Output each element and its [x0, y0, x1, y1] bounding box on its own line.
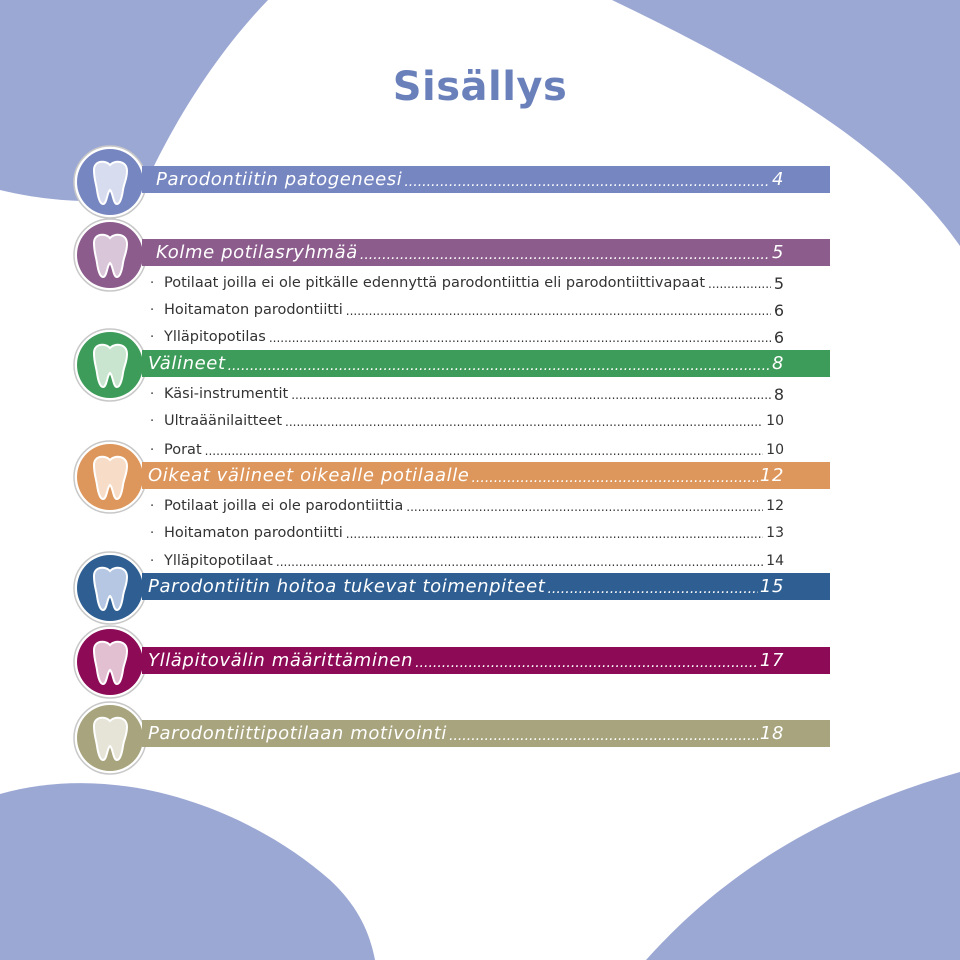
section-page-number: 15	[759, 576, 784, 597]
dot-leader: ........................................…	[708, 277, 771, 291]
dot-leader: ........................................…	[204, 444, 764, 458]
section-page-number: 5	[771, 242, 784, 263]
dot-leader: ........................................…	[404, 173, 770, 190]
bullet-icon: ·	[150, 442, 155, 458]
dot-leader: ........................................…	[547, 580, 757, 597]
section-title: Välineet	[148, 353, 226, 374]
subitem-label: Ylläpitopotilaat	[164, 553, 273, 569]
subitem-page-number: 8	[773, 384, 784, 404]
toc-subitem[interactable]: · Hoitamaton parodontiitti...............…	[150, 298, 784, 322]
toc-section-bar[interactable]: Parodontiitin patogeneesi...............…	[142, 166, 830, 193]
toc-section-bar[interactable]: Kolme potilasryhmää.....................…	[142, 239, 830, 266]
toc-subitem[interactable]: · Potilaat joilla ei ole parodontiittia..…	[150, 494, 784, 518]
toc-section-bar[interactable]: Välineet................................…	[142, 350, 830, 377]
toc-subitem[interactable]: · Hoitamaton parodontiitti...............…	[150, 521, 784, 545]
toc-subitem[interactable]: · Käsi-instrumentit......................…	[150, 382, 784, 406]
subitem-label: Ultraäänilaitteet	[164, 413, 283, 429]
toc-section-bar[interactable]: Ylläpitovälin määrittäminen.............…	[142, 647, 830, 674]
toc-section-bar[interactable]: Parodontiitin hoitoa tukevat toimenpitee…	[142, 573, 830, 600]
toc-section-bar[interactable]: Oikeat välineet oikealle potilaalle.....…	[142, 462, 830, 489]
subitem-page-number: 6	[773, 300, 784, 320]
section-page-number: 8	[771, 353, 784, 374]
dot-leader: ........................................…	[406, 500, 763, 514]
toc-section-bar[interactable]: Parodontiittipotilaan motivointi........…	[142, 720, 830, 747]
toc-subitem[interactable]: · Potilaat joilla ei ole pitkälle edennyt…	[150, 271, 784, 295]
bullet-icon: ·	[150, 329, 155, 345]
subitem-page-number: 5	[773, 273, 784, 293]
dot-leader: ........................................…	[345, 527, 764, 541]
page-title: Sisällys	[392, 64, 568, 110]
subitem-label: Ylläpitopotilas	[164, 329, 266, 345]
dot-leader: ........................................…	[471, 469, 758, 486]
tooth-icon	[72, 327, 148, 403]
subitem-label: Käsi-instrumentit	[164, 386, 289, 402]
top-right-corner-shape	[612, 0, 960, 246]
tooth-icon	[72, 144, 148, 220]
section-title: Kolme potilasryhmää	[156, 242, 358, 263]
subitem-label: Porat	[164, 442, 202, 458]
section-page-number: 18	[759, 723, 784, 744]
subitem-page-number: 10	[766, 413, 784, 429]
bottom-shape	[0, 783, 375, 960]
tooth-icon	[72, 624, 148, 700]
toc-subitem[interactable]: · Porat..................................…	[150, 438, 784, 462]
dot-leader: ........................................…	[345, 304, 771, 318]
tooth-icon	[72, 700, 148, 776]
bullet-icon: ·	[150, 498, 155, 514]
subitem-label: Potilaat joilla ei ole pitkälle edennytt…	[164, 275, 706, 291]
dot-leader: ........................................…	[285, 415, 763, 429]
section-page-number: 12	[759, 465, 784, 486]
top-left-corner-shape	[0, 0, 268, 202]
dot-leader: ........................................…	[268, 331, 771, 345]
bullet-icon: ·	[150, 553, 155, 569]
dot-leader: ........................................…	[359, 246, 770, 263]
section-title: Parodontiitin patogeneesi	[156, 169, 403, 190]
bullet-icon: ·	[150, 413, 155, 429]
section-title: Parodontiittipotilaan motivointi	[148, 723, 447, 744]
subitem-label: Hoitamaton parodontiitti	[164, 525, 343, 541]
subitem-page-number: 12	[766, 498, 784, 514]
tooth-icon	[72, 439, 148, 515]
subitem-page-number: 13	[766, 525, 784, 541]
tooth-icon	[72, 217, 148, 293]
bullet-icon: ·	[150, 525, 155, 541]
subitem-page-number: 6	[773, 327, 784, 347]
toc-subitem[interactable]: · Ylläpitopotilas........................…	[150, 325, 784, 349]
subitem-label: Potilaat joilla ei ole parodontiittia	[164, 498, 404, 514]
toc-subitem[interactable]: · Ultraäänilaitteet......................…	[150, 409, 784, 433]
section-page-number: 17	[759, 650, 784, 671]
subitem-page-number: 14	[766, 553, 784, 569]
bullet-icon: ·	[150, 275, 155, 291]
dot-leader: ........................................…	[448, 727, 758, 744]
dot-leader: ........................................…	[227, 357, 770, 374]
bottom-right-shape	[646, 772, 960, 960]
section-title: Parodontiitin hoitoa tukevat toimenpitee…	[148, 576, 546, 597]
bullet-icon: ·	[150, 302, 155, 318]
subitem-label: Hoitamaton parodontiitti	[164, 302, 343, 318]
tooth-icon	[72, 550, 148, 626]
dot-leader: ........................................…	[291, 388, 771, 402]
dot-leader: ........................................…	[275, 555, 763, 569]
section-page-number: 4	[771, 169, 784, 190]
subitem-page-number: 10	[766, 442, 784, 458]
bullet-icon: ·	[150, 386, 155, 402]
toc-subitem[interactable]: · Ylläpitopotilaat.......................…	[150, 549, 784, 573]
section-title: Oikeat välineet oikealle potilaalle	[148, 465, 470, 486]
dot-leader: ........................................…	[415, 654, 758, 671]
section-title: Ylläpitovälin määrittäminen	[148, 650, 414, 671]
